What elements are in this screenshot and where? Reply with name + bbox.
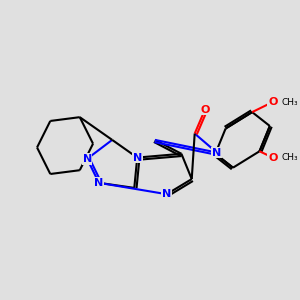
Text: N: N xyxy=(133,153,142,163)
Text: N: N xyxy=(162,189,171,199)
Text: O: O xyxy=(200,105,210,115)
Text: N: N xyxy=(82,154,92,164)
Text: O: O xyxy=(268,97,278,107)
Text: N: N xyxy=(212,148,221,158)
Text: CH₃: CH₃ xyxy=(282,153,298,162)
Text: CH₃: CH₃ xyxy=(282,98,298,106)
Text: N: N xyxy=(94,178,104,188)
Text: O: O xyxy=(268,153,278,163)
